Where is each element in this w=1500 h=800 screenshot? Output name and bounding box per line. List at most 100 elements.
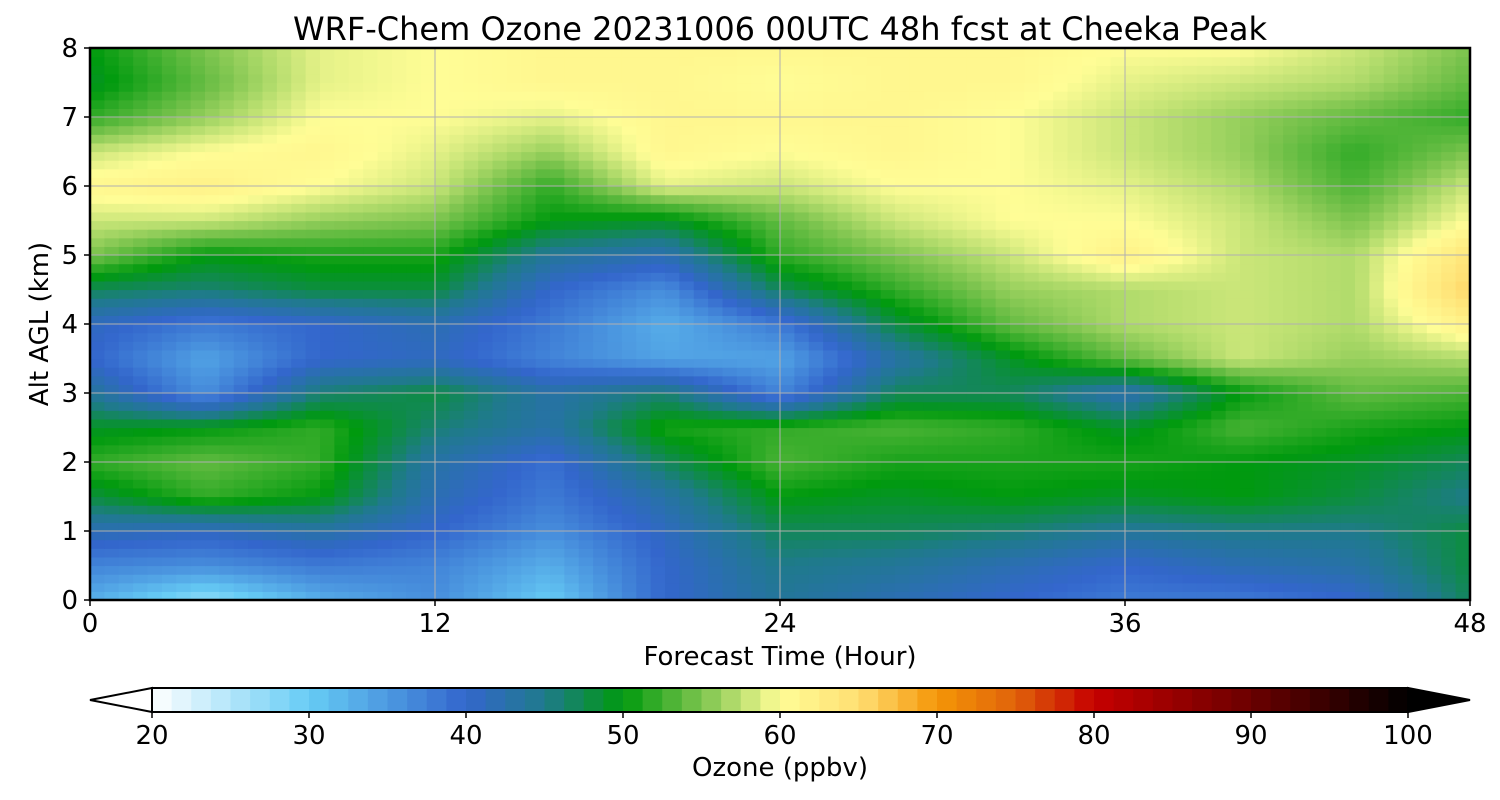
heatmap-cell (1067, 496, 1083, 506)
heatmap-cell (1010, 522, 1025, 532)
heatmap-cell (722, 453, 738, 463)
heatmap-cell (650, 341, 666, 351)
heatmap-cell (909, 358, 925, 368)
heatmap-cell (406, 418, 422, 429)
heatmap-cell (1168, 203, 1184, 213)
heatmap-cell (391, 522, 407, 532)
heatmap-cell (593, 203, 609, 213)
heatmap-cell (1053, 531, 1069, 541)
heatmap-cell (334, 401, 350, 411)
heatmap-cell (320, 263, 335, 273)
heatmap-cell (693, 522, 709, 532)
heatmap-cell (780, 298, 795, 308)
heatmap-cell (1139, 177, 1155, 187)
heatmap-cell (938, 332, 954, 342)
heatmap-cell (808, 410, 824, 420)
heatmap-cell (176, 255, 192, 265)
heatmap-cell (276, 272, 292, 282)
heatmap-cell (1067, 522, 1083, 532)
heatmap-cell (751, 574, 767, 584)
heatmap-cell (679, 341, 695, 351)
heatmap-cell (1412, 315, 1428, 325)
heatmap-cell (1340, 444, 1356, 454)
heatmap-cell (1441, 384, 1457, 394)
heatmap-cell (1240, 358, 1255, 368)
heatmap-cell (909, 211, 925, 222)
heatmap-cell (161, 444, 177, 454)
heatmap-cell (420, 220, 436, 230)
heatmap-cell (1254, 272, 1270, 282)
heatmap-cell (621, 513, 637, 523)
heatmap-cell (1196, 306, 1212, 316)
heatmap-cell (952, 496, 968, 506)
heatmap-cell (1010, 453, 1025, 463)
heatmap-cell (808, 160, 824, 170)
heatmap-cell (550, 427, 565, 437)
heatmap-cell (1340, 418, 1356, 429)
heatmap-cell (550, 384, 565, 394)
heatmap-cell (1153, 513, 1169, 523)
heatmap-cell (1110, 263, 1126, 273)
heatmap-cell (334, 427, 350, 437)
heatmap-cell (607, 349, 623, 360)
heatmap-cell (291, 289, 307, 299)
heatmap-cell (233, 531, 249, 541)
heatmap-cell (305, 220, 321, 230)
heatmap-cell (248, 298, 264, 308)
heatmap-cell (1225, 280, 1241, 291)
heatmap-cell (492, 186, 508, 196)
heatmap-cell (521, 548, 537, 558)
heatmap-cell (535, 487, 551, 498)
heatmap-cell (938, 341, 954, 351)
heatmap-cell (1254, 574, 1270, 584)
heatmap-cell (736, 263, 752, 273)
heatmap-cell (463, 582, 479, 592)
heatmap-cell (1369, 453, 1385, 463)
heatmap-cell (377, 393, 393, 403)
heatmap-cell (506, 289, 522, 299)
heatmap-cell (1010, 332, 1025, 342)
heatmap-cell (866, 418, 882, 429)
heatmap-cell (190, 341, 206, 351)
heatmap-cell (1153, 186, 1169, 196)
heatmap-cell (722, 574, 738, 584)
heatmap-cell (348, 237, 364, 247)
heatmap-cell (1268, 401, 1284, 411)
heatmap-cell (535, 272, 551, 282)
heatmap-cell (923, 591, 939, 600)
heatmap-cell (219, 522, 235, 532)
heatmap-cell (1038, 401, 1054, 411)
heatmap-cell (650, 384, 666, 394)
heatmap-cell (334, 393, 350, 403)
heatmap-cell (190, 556, 206, 567)
heatmap-cell (837, 229, 853, 239)
heatmap-cell (909, 470, 925, 480)
heatmap-cell (1383, 194, 1399, 204)
heatmap-cell (923, 531, 939, 541)
heatmap-cell (463, 548, 479, 558)
heatmap-cell (176, 522, 192, 532)
heatmap-cell (751, 375, 767, 385)
heatmap-cell (348, 289, 364, 299)
heatmap-cell (636, 194, 652, 204)
heatmap-cell (1010, 436, 1025, 446)
heatmap-cell (1355, 341, 1370, 351)
heatmap-cell (104, 220, 120, 230)
heatmap-cell (363, 375, 379, 385)
heatmap-cell (1096, 349, 1112, 360)
heatmap-cell (478, 255, 494, 265)
heatmap-cell (1139, 513, 1155, 523)
heatmap-cell (334, 203, 350, 213)
heatmap-cell (851, 246, 867, 256)
heatmap-cell (1182, 375, 1198, 385)
heatmap-cell (823, 453, 839, 463)
heatmap-cell (765, 496, 781, 506)
heatmap-cell (550, 401, 565, 411)
heatmap-cell (708, 505, 724, 515)
heatmap-cell (1168, 255, 1184, 265)
heatmap-cell (1038, 203, 1054, 213)
heatmap-cell (1326, 513, 1342, 523)
heatmap-cell (780, 418, 795, 429)
heatmap-cell (708, 384, 724, 394)
heatmap-cell (607, 229, 623, 239)
